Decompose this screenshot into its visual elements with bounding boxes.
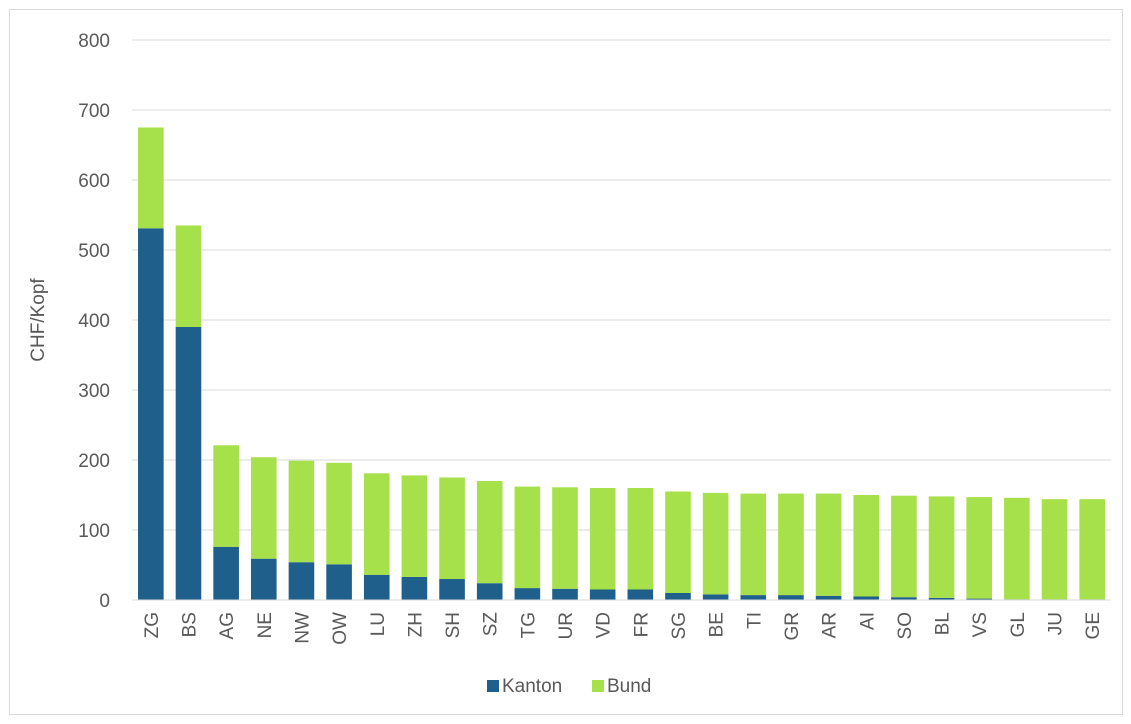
bar-bl-bund [928, 496, 955, 598]
bar-ur-bund [552, 487, 578, 589]
bar-be-kanton [702, 594, 729, 600]
x-tick-label: NE [255, 612, 276, 638]
bar-zg-bund [138, 127, 164, 229]
x-tick-label: TI [744, 612, 765, 629]
legend: Kanton Bund [487, 676, 651, 697]
bar-ar-kanton [815, 595, 842, 600]
legend-swatch-bund [592, 680, 604, 692]
x-tick-label: GE [1083, 612, 1104, 639]
bar-bl-kanton [928, 597, 955, 600]
bar-sg-bund [665, 491, 691, 593]
bar-sz-kanton [476, 583, 503, 600]
bar-bs-kanton [175, 327, 202, 600]
bar-zh-bund [401, 475, 428, 577]
y-tick-label: 700 [78, 101, 110, 122]
x-tick-label: ZG [142, 612, 163, 638]
y-tick-label: 200 [78, 451, 110, 472]
y-tick-label: 100 [78, 521, 110, 542]
bar-vd-kanton [589, 589, 616, 600]
bar-zg-kanton [138, 228, 164, 601]
x-tick-label: VD [594, 612, 615, 638]
legend-swatch-kanton [487, 680, 499, 692]
y-axis-title: CHF/Kopf [28, 278, 49, 362]
y-tick-label: 0 [99, 591, 110, 612]
x-tick-label: SG [669, 612, 690, 639]
bar-ow-bund [326, 462, 352, 565]
bar-ow-kanton [326, 564, 352, 600]
bar-sh-kanton [439, 579, 465, 600]
y-tick-label: 800 [78, 31, 110, 52]
bar-ge-bund [1079, 499, 1105, 600]
bar-be-bund [702, 492, 729, 595]
y-axis-ticks: 0 100 200 300 400 500 600 700 800 [78, 31, 110, 612]
x-tick-label: VS [970, 612, 991, 637]
bar-tg-kanton [514, 588, 541, 600]
x-tick-label: AG [217, 612, 238, 639]
x-axis-ticks: ZG BS AG NE NW OW LU ZH SH SZ TG UR VD FR SG BE TI GR AR AI… [142, 612, 1104, 645]
bar-ti-bund [740, 493, 767, 596]
bar-sz-bund [476, 481, 503, 584]
bar-ai-kanton [853, 596, 880, 600]
x-tick-label: OW [330, 612, 351, 645]
x-tick-label: ZH [405, 612, 426, 637]
bar-nw-kanton [288, 562, 315, 600]
x-tick-label: LU [368, 612, 389, 636]
bar-sh-bund [439, 477, 465, 579]
x-tick-label: GL [1008, 612, 1029, 637]
y-tick-label: 600 [78, 171, 110, 192]
legend-label-bund: Bund [607, 676, 651, 697]
bar-fr-bund [627, 488, 654, 590]
x-tick-label: TG [518, 612, 539, 638]
bar-so-bund [891, 495, 917, 598]
bar-ar-bund [815, 493, 842, 596]
bar-ti-kanton [740, 595, 767, 600]
x-tick-label: SH [443, 612, 464, 638]
x-tick-label: SZ [481, 612, 502, 637]
bar-ag-kanton [213, 546, 239, 600]
bar-ne-bund [250, 457, 277, 559]
legend-label-kanton: Kanton [502, 676, 562, 697]
bar-nw-bund [288, 460, 315, 563]
bars [138, 127, 1105, 601]
x-tick-label: BS [179, 612, 200, 637]
x-tick-label: GR [782, 612, 803, 641]
y-tick-label: 400 [78, 311, 110, 332]
y-tick-label: 300 [78, 381, 110, 402]
y-tick-label: 500 [78, 241, 110, 262]
x-tick-label: UR [556, 612, 577, 639]
bar-fr-kanton [627, 589, 654, 600]
bar-ur-kanton [552, 588, 578, 600]
bar-tg-bund [514, 486, 541, 589]
bar-zh-kanton [401, 576, 428, 600]
x-tick-label: SO [895, 612, 916, 639]
bar-gr-kanton [778, 595, 804, 600]
bar-ai-bund [853, 495, 880, 597]
bar-gr-bund [778, 493, 804, 596]
bar-gl-bund [1004, 497, 1030, 600]
bar-ju-bund [1041, 499, 1068, 600]
x-tick-label: AR [820, 612, 841, 638]
x-tick-label: BL [933, 612, 954, 635]
bar-lu-bund [363, 473, 390, 575]
bar-ag-bund [213, 445, 239, 547]
x-tick-label: JU [1046, 612, 1067, 635]
x-tick-label: BE [707, 612, 728, 637]
bar-lu-kanton [363, 574, 390, 600]
bar-vs-bund [966, 497, 993, 599]
x-tick-label: NW [292, 612, 313, 644]
bar-vs-kanton [966, 598, 993, 600]
bar-sg-kanton [665, 593, 691, 600]
x-tick-label: FR [631, 612, 652, 637]
bar-bs-bund [175, 225, 202, 327]
gridlines [132, 39, 1111, 531]
bar-vd-bund [589, 488, 616, 590]
x-tick-label: AI [857, 612, 878, 630]
bar-ne-kanton [250, 558, 277, 600]
bar-so-kanton [891, 597, 917, 600]
